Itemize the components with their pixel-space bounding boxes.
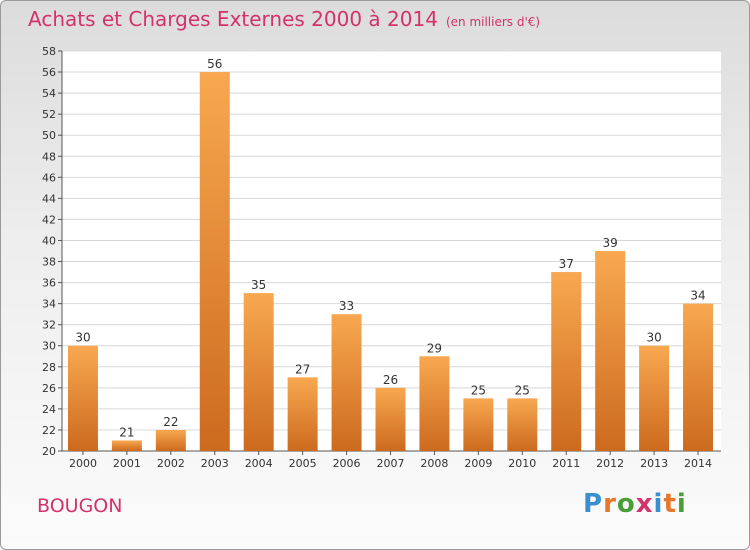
bar-2013 bbox=[639, 345, 670, 451]
bar-2005 bbox=[287, 377, 318, 451]
bar-2003 bbox=[199, 72, 230, 451]
y-tick-label: 44 bbox=[42, 192, 56, 205]
y-tick-label: 40 bbox=[42, 234, 56, 247]
bar-2002 bbox=[155, 429, 186, 451]
y-tick-label: 46 bbox=[42, 171, 56, 184]
x-tick-label-2000: 2000 bbox=[69, 457, 97, 470]
bar-2010 bbox=[507, 398, 538, 451]
chart-title-text: Achats et Charges Externes 2000 à 2014 bbox=[28, 7, 438, 31]
logo-letter: x bbox=[635, 489, 654, 519]
data-label-2012: 39 bbox=[603, 236, 618, 250]
data-label-2006: 33 bbox=[339, 299, 354, 313]
logo-letter: t bbox=[663, 489, 677, 519]
y-tick-label: 28 bbox=[42, 361, 56, 374]
y-tick-label: 58 bbox=[42, 45, 56, 58]
logo-letter: o bbox=[616, 489, 636, 519]
data-label-2013: 30 bbox=[646, 331, 661, 345]
y-tick-label: 24 bbox=[42, 403, 56, 416]
y-tick-label: 32 bbox=[42, 319, 56, 332]
x-tick-label-2008: 2008 bbox=[420, 457, 448, 470]
data-label-2011: 37 bbox=[559, 257, 574, 271]
data-label-2010: 25 bbox=[515, 383, 530, 397]
bar-2007 bbox=[375, 387, 406, 451]
data-label-2002: 22 bbox=[163, 415, 178, 429]
chart-unit-label: (en milliers d'€) bbox=[445, 15, 541, 29]
data-label-2003: 56 bbox=[207, 57, 222, 71]
y-tick-label: 26 bbox=[42, 382, 56, 395]
y-tick-label: 50 bbox=[42, 129, 56, 142]
data-label-2009: 25 bbox=[471, 383, 486, 397]
bar-2011 bbox=[551, 272, 582, 451]
bar-2004 bbox=[243, 293, 274, 451]
logo-letter: i bbox=[653, 489, 664, 519]
x-tick-label-2004: 2004 bbox=[245, 457, 273, 470]
y-tick-label: 54 bbox=[42, 87, 56, 100]
x-tick-label-2005: 2005 bbox=[289, 457, 317, 470]
data-label-2007: 26 bbox=[383, 373, 398, 387]
x-tick-label-2007: 2007 bbox=[377, 457, 405, 470]
x-tick-label-2011: 2011 bbox=[552, 457, 580, 470]
data-label-2000: 30 bbox=[75, 331, 90, 345]
x-tick-label-2003: 2003 bbox=[201, 457, 229, 470]
x-tick-label-2006: 2006 bbox=[333, 457, 361, 470]
y-tick-label: 42 bbox=[42, 213, 56, 226]
logo-letter: P bbox=[583, 489, 604, 519]
y-tick-label: 34 bbox=[42, 298, 56, 311]
y-tick-label: 20 bbox=[42, 445, 56, 458]
data-label-2004: 35 bbox=[251, 278, 266, 292]
y-tick-label: 56 bbox=[42, 66, 56, 79]
x-tick-label-2012: 2012 bbox=[596, 457, 624, 470]
x-tick-label-2002: 2002 bbox=[157, 457, 185, 470]
bar-2014 bbox=[683, 303, 714, 451]
y-tick-label: 36 bbox=[42, 277, 56, 290]
y-tick-label: 38 bbox=[42, 256, 56, 269]
bar-2000 bbox=[67, 345, 98, 451]
bar-2012 bbox=[595, 251, 626, 451]
data-label-2008: 29 bbox=[427, 341, 442, 355]
logo-letter: r bbox=[603, 489, 617, 519]
data-label-2001: 21 bbox=[119, 425, 134, 439]
x-tick-label-2009: 2009 bbox=[464, 457, 492, 470]
data-label-2014: 34 bbox=[690, 289, 705, 303]
x-tick-label-2014: 2014 bbox=[684, 457, 712, 470]
bar-2001 bbox=[111, 440, 142, 451]
bar-2008 bbox=[419, 356, 450, 451]
bar-2006 bbox=[331, 314, 362, 451]
logo-letter: i bbox=[676, 489, 687, 519]
y-tick-label: 52 bbox=[42, 108, 56, 121]
x-tick-label-2013: 2013 bbox=[640, 457, 668, 470]
bar-2009 bbox=[463, 398, 494, 451]
commune-name: BOUGON bbox=[37, 495, 123, 517]
data-label-2005: 27 bbox=[295, 362, 310, 376]
x-tick-label-2001: 2001 bbox=[113, 457, 141, 470]
x-tick-label-2010: 2010 bbox=[508, 457, 536, 470]
y-tick-label: 48 bbox=[42, 150, 56, 163]
y-tick-label: 22 bbox=[42, 424, 56, 437]
y-tick-label: 30 bbox=[42, 340, 56, 353]
chart-title: Achats et Charges Externes 2000 à 2014 (e… bbox=[28, 7, 540, 31]
proxiti-logo: Proxiti bbox=[583, 489, 687, 519]
